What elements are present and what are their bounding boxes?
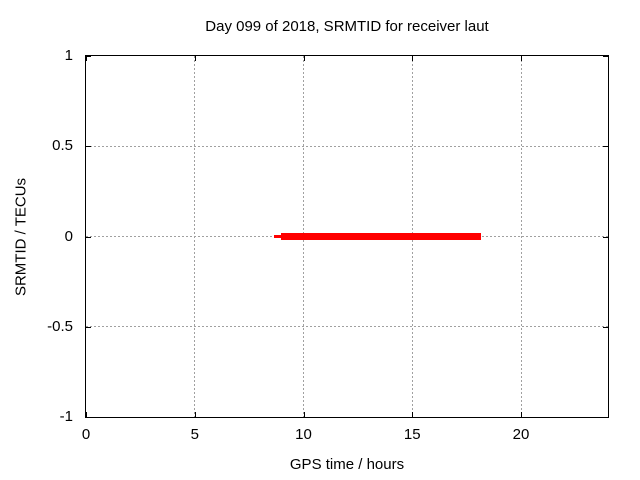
y-tick-mark <box>86 326 91 328</box>
x-tick-mark <box>303 412 305 417</box>
y-gridline <box>86 326 608 328</box>
y-tick-mark <box>603 236 608 238</box>
y-tick-mark <box>603 417 608 418</box>
x-tick-mark <box>194 412 196 417</box>
plot-area <box>85 55 609 418</box>
x-tick-mark <box>521 56 522 61</box>
y-tick-label: -1 <box>59 408 73 425</box>
y-tick-mark <box>603 56 608 57</box>
y-tick-mark <box>86 417 91 418</box>
y-tick-label: 1 <box>64 47 73 64</box>
x-tick-label: 0 <box>81 426 91 443</box>
x-tick-mark <box>412 56 414 61</box>
y-tick-mark <box>603 146 608 148</box>
x-tick-mark <box>86 56 87 61</box>
y-tick-label: 0 <box>64 227 73 245</box>
y-gridline <box>86 145 608 147</box>
x-tick-label: 15 <box>403 426 421 443</box>
y-tick-mark <box>86 56 91 57</box>
series-line-segment <box>274 235 281 238</box>
series-line-segment <box>280 233 481 240</box>
x-tick-mark <box>521 412 522 417</box>
x-tick-label: 10 <box>295 426 312 443</box>
y-tick-label: 0.5 <box>52 137 73 155</box>
chart-title: Day 099 of 2018, SRMTID for receiver lau… <box>205 18 489 35</box>
y-tick-mark <box>86 236 91 238</box>
x-axis-label: GPS time / hours <box>289 456 405 473</box>
y-tick-label: -0.5 <box>47 317 73 335</box>
x-tick-mark <box>194 56 196 61</box>
y-tick-mark <box>603 326 608 328</box>
x-tick-mark <box>303 56 305 61</box>
x-tick-mark <box>412 412 414 417</box>
y-tick-mark <box>86 146 91 148</box>
x-tick-mark <box>86 412 87 417</box>
x-tick-label: 5 <box>190 426 199 443</box>
x-tick-label: 20 <box>512 426 530 443</box>
